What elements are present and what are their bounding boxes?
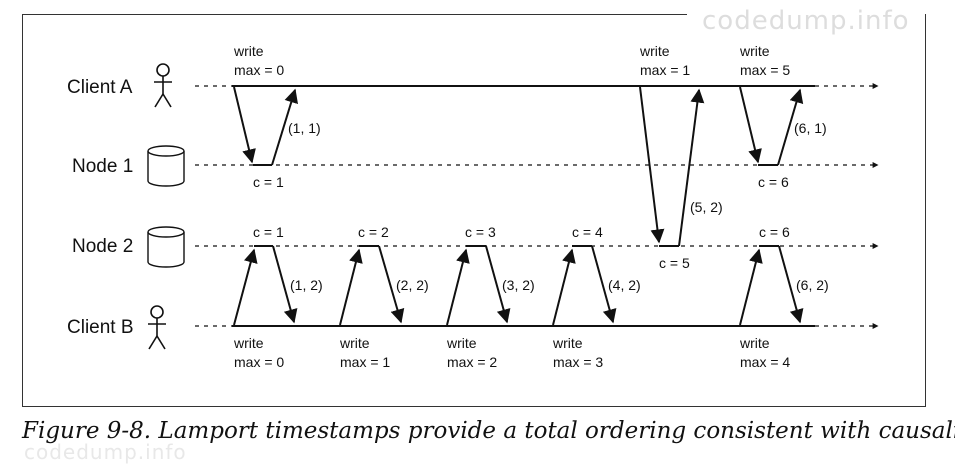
watermark: codedump.info <box>702 6 910 36</box>
message-a1 <box>233 86 298 166</box>
message-b4 <box>552 245 617 326</box>
response-a2: (5, 2) <box>690 199 723 215</box>
figure-frame <box>22 14 926 407</box>
node-1-counter-1: c = 1 <box>253 174 284 190</box>
response-b5: (6, 2) <box>796 277 829 293</box>
message-b1 <box>233 245 298 326</box>
message-b2 <box>339 245 405 326</box>
node-1-database-icon <box>147 145 185 187</box>
node-2-counter-4: c = 4 <box>572 224 603 240</box>
response-a3: (6, 1) <box>794 120 827 136</box>
row-label-client-b: Client B <box>67 317 134 338</box>
client-b-write-1-op: write <box>233 335 264 351</box>
client-a-person-icon <box>154 63 172 108</box>
client-b-write-3-op: write <box>446 335 477 351</box>
node-1-counter-2: c = 6 <box>758 174 789 190</box>
client-b-write-2-max: max = 1 <box>340 354 390 370</box>
figure-caption: Figure 9-8. Lamport timestamps provide a… <box>22 418 955 444</box>
client-b-write-1-max: max = 0 <box>234 354 284 370</box>
client-a-write-3-op: write <box>739 43 770 59</box>
client-a-write-1-op: write <box>233 43 264 59</box>
message-b3 <box>446 245 511 326</box>
response-b4: (4, 2) <box>608 277 641 293</box>
response-b3: (3, 2) <box>502 277 535 293</box>
message-b5 <box>739 245 804 326</box>
client-b-write-5-op: write <box>739 335 770 351</box>
response-a1: (1, 1) <box>288 120 321 136</box>
row-label-client-a: Client A <box>67 77 133 98</box>
node-2-counter-5: c = 5 <box>659 255 690 271</box>
message-a3 <box>739 86 804 166</box>
node-2-counter-2: c = 2 <box>358 224 389 240</box>
client-a-write-1-max: max = 0 <box>234 62 284 78</box>
client-a-write-2-max: max = 1 <box>640 62 690 78</box>
node-2-counter-6: c = 6 <box>759 224 790 240</box>
client-a-write-2-op: write <box>639 43 670 59</box>
node-2-database-icon <box>147 226 185 268</box>
client-b-write-4-max: max = 3 <box>553 354 603 370</box>
row-label-node-2: Node 2 <box>72 236 133 257</box>
watermark-bottom: codedump.info <box>24 440 187 464</box>
row-label-node-1: Node 1 <box>72 156 133 177</box>
frame-top-border <box>22 14 687 15</box>
response-b1: (1, 2) <box>290 277 323 293</box>
client-b-write-2-op: write <box>339 335 370 351</box>
client-b-write-5-max: max = 4 <box>740 354 790 370</box>
client-b-person-icon <box>148 305 166 350</box>
response-b2: (2, 2) <box>396 277 429 293</box>
client-b-write-4-op: write <box>552 335 583 351</box>
client-a-write-3-max: max = 5 <box>740 62 790 78</box>
client-b-write-3-max: max = 2 <box>447 354 497 370</box>
node-2-counter-3: c = 3 <box>465 224 496 240</box>
message-a2 <box>639 86 705 247</box>
node-2-counter-1: c = 1 <box>253 224 284 240</box>
